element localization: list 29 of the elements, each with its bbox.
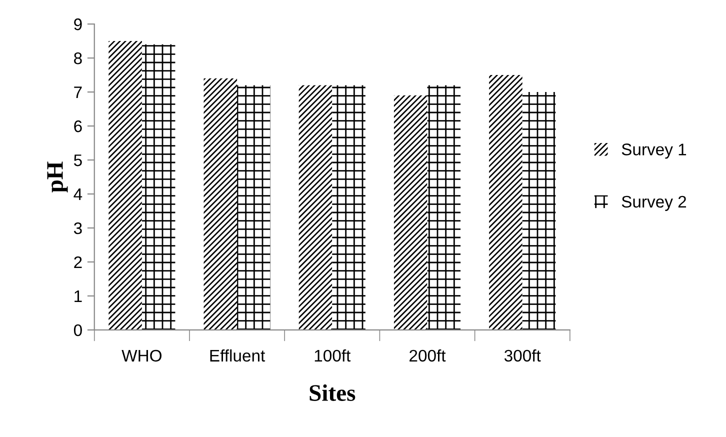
legend-label: Survey 2 — [622, 196, 686, 211]
bar — [237, 85, 270, 330]
y-tick-label: 2 — [74, 256, 82, 268]
y-axis-title: pH — [47, 162, 68, 192]
legend-label: Survey 1 — [622, 144, 686, 159]
y-tick-label: 1 — [74, 290, 82, 302]
bar — [108, 41, 142, 330]
x-tick-label: Effluent — [210, 349, 266, 362]
bar — [142, 44, 176, 330]
y-tick-label: 0 — [74, 324, 82, 336]
x-tick-label: 300ft — [504, 349, 541, 362]
y-tick-label: 4 — [74, 188, 82, 200]
bar — [427, 85, 461, 330]
y-tick-label: 3 — [74, 222, 82, 234]
x-tick-label: WHO — [122, 350, 162, 362]
bar — [522, 92, 556, 330]
x-tick-label: 200ft — [410, 349, 446, 362]
y-tick-label: 8 — [74, 52, 82, 64]
bar — [489, 75, 522, 330]
bar — [298, 85, 332, 330]
y-tick-label: 7 — [74, 86, 82, 98]
bar — [394, 95, 428, 330]
y-tick-label: 5 — [74, 154, 82, 166]
x-axis-title: Sites — [310, 384, 356, 401]
bar — [204, 78, 238, 330]
x-tick-label: 100ft — [314, 349, 351, 362]
y-tick-label: 9 — [74, 18, 82, 30]
y-tick-label: 6 — [74, 120, 82, 132]
bar — [332, 85, 366, 330]
